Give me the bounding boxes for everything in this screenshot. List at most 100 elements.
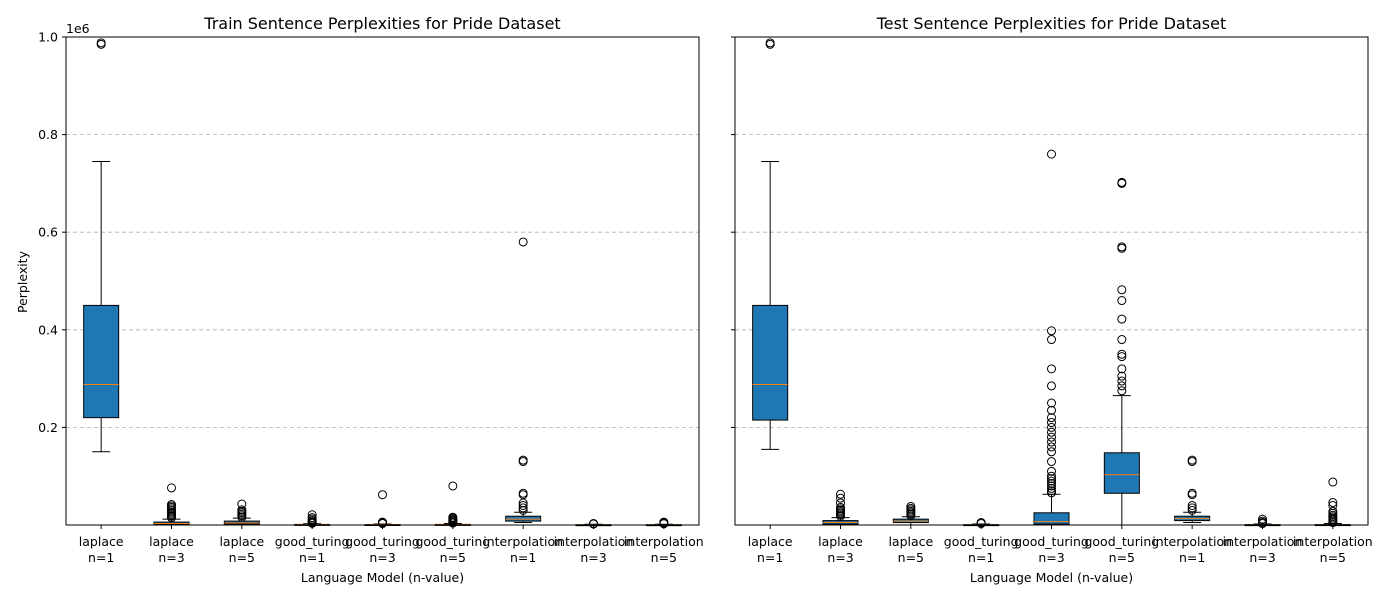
outlier-point [378,490,387,500]
outlier-point [1047,413,1056,423]
outlier-point [1117,349,1127,359]
outlier-point [1047,471,1056,481]
outlier-point [237,505,247,515]
box-iqr [1103,452,1140,494]
outlier-point [1047,486,1056,496]
outlier-point [1047,457,1056,467]
outlier-point [1047,335,1056,345]
train-x-tick-label-n: n=3 [369,550,395,565]
outlier-point [836,498,845,508]
test-box-0 [752,38,789,450]
train-x-tick-label-model: good_turing [275,534,350,549]
outlier-point [237,499,247,509]
outlier-point [1047,447,1056,457]
test-x-tick-label-model: interpolation [1293,534,1373,549]
outlier-point [1117,386,1127,396]
outlier-point [1047,432,1056,442]
train-box-6 [505,237,542,524]
train-y-tick-label: 0.4 [38,322,58,337]
test-box-6 [1174,455,1211,524]
outlier-point [1117,364,1127,374]
outlier-point [1187,488,1197,498]
outlier-point [1117,177,1127,187]
box-iqr [83,304,120,419]
outlier-point [1047,405,1056,415]
outlier-point [1047,437,1056,447]
test-chart-title: Test Sentence Perplexities for Pride Dat… [876,14,1227,33]
outlier-point [1047,476,1056,486]
outlier-point [1047,326,1056,336]
test-y-ticks [731,36,735,428]
test-x-tick-label-n: n=1 [968,550,994,565]
train-plot-panel: 0.20.40.60.81.0 laplacen=1laplacen=3lapl… [15,14,704,585]
train-x-tick-label-n: n=1 [88,550,114,565]
outlier-point [1047,422,1056,432]
outlier-point [448,512,458,522]
train-box-1 [153,483,190,526]
train-y-offset-label: 1e6 [66,21,90,36]
train-x-tick-label-model: laplace [149,534,194,549]
outlier-point [1047,474,1056,484]
test-x-tick-label-model: laplace [888,534,933,549]
outlier-point [167,483,176,493]
outlier-point [1117,376,1127,386]
outlier-point [1047,398,1056,408]
train-x-tick-label-model: laplace [219,534,264,549]
outlier-point [1187,455,1197,465]
train-chart-title: Train Sentence Perplexities for Pride Da… [203,14,560,33]
train-x-tick-label-n: n=3 [580,550,606,565]
outlier-point [836,489,845,499]
test-box-2 [892,501,929,526]
outlier-point [1047,364,1056,374]
outlier-point [518,488,528,498]
test-x-tick-label-n: n=1 [1179,550,1205,565]
train-x-tick-label-n: n=1 [299,550,325,565]
train-x-tick-label-n: n=5 [651,550,677,565]
outlier-point [1187,505,1197,515]
outlier-point [1328,506,1338,516]
train-x-axis-label: Language Model (n-value) [301,570,464,585]
outlier-point [1047,442,1056,452]
outlier-point [1047,427,1056,437]
outlier-point [1117,381,1127,391]
outlier-point [1117,314,1127,324]
outlier-point [1117,335,1127,345]
outlier-point [836,493,845,503]
outlier-point [1328,477,1338,487]
outlier-point [1047,481,1056,491]
test-x-tick-label-n: n=3 [1249,550,1275,565]
test-x-tick-label-model: laplace [818,534,863,549]
outlier-point [307,510,317,520]
outlier-point [906,501,916,511]
outlier-point [448,481,458,491]
outlier-point [1187,503,1197,513]
outlier-point [1328,500,1338,510]
test-x-ticks: laplacen=1laplacen=3laplacen=5good_turin… [748,525,1373,565]
train-x-tick-label-model: interpolation [554,534,634,549]
outlier-point [1117,371,1127,381]
outlier-point [518,237,528,247]
train-x-tick-label-n: n=5 [229,550,255,565]
outlier-point [1047,381,1056,391]
outlier-point [1117,242,1127,252]
train-y-tick-label: 0.8 [38,127,58,142]
outlier-point [765,38,775,48]
test-x-tick-label-n: n=5 [1320,550,1346,565]
test-x-tick-label-model: laplace [748,534,793,549]
train-y-tick-label: 1.0 [38,30,58,45]
test-x-tick-label-model: good_turing [1084,534,1159,549]
box-iqr [1033,512,1070,525]
test-x-tick-label-n: n=5 [1109,550,1135,565]
test-box-4 [1033,149,1070,526]
test-x-tick-label-model: good_turing [944,534,1019,549]
outlier-point [1047,479,1056,489]
test-x-tick-label-n: n=3 [1038,550,1064,565]
box-iqr [752,304,789,421]
test-box-1 [822,489,859,526]
train-y-tick-label: 0.2 [38,420,58,435]
outlier-point [518,455,528,465]
test-x-tick-label-n: n=1 [757,550,783,565]
test-x-axis-label: Language Model (n-value) [970,570,1133,585]
outlier-point [1117,352,1127,362]
outlier-point [1047,483,1056,493]
